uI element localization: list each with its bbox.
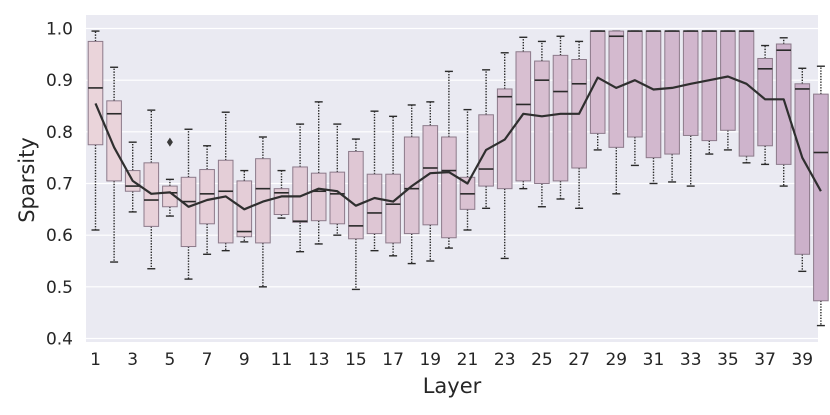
x-tick-label: 33: [680, 350, 702, 370]
box-layer-11: [273, 169, 290, 219]
box-layer-25: [534, 40, 550, 208]
box-iqr: [589, 30, 606, 134]
box-iqr: [775, 43, 792, 165]
y-tick-label: 0.6: [46, 226, 73, 246]
box-layer-38: [775, 37, 792, 187]
x-tick-label: 5: [164, 350, 175, 370]
x-tick-label: 35: [717, 350, 739, 370]
box-iqr: [106, 100, 122, 182]
box-iqr: [217, 159, 234, 244]
box-layer-26: [552, 35, 569, 200]
y-tick-label: 0.9: [46, 71, 73, 91]
y-tick-label: 1.0: [46, 20, 73, 40]
box-layer-7: [199, 145, 215, 255]
box-iqr: [701, 30, 718, 142]
x-tick-label: 11: [271, 350, 293, 370]
box-layer-32: [664, 30, 680, 183]
x-tick-label: 3: [127, 350, 138, 370]
box-iqr: [180, 176, 197, 248]
x-tick-label: 31: [643, 350, 665, 370]
box-layer-12: [292, 123, 308, 253]
x-tick-label: 23: [494, 350, 516, 370]
x-tick-labels: 1 3 5 7 9 11 13 15 17 19 21 23 25 27 29 31 33 35 37 39: [90, 350, 813, 370]
box-layer-24: [515, 36, 532, 190]
box-layer-1: [87, 30, 104, 231]
box-layer-15: [348, 138, 364, 291]
box-iqr: [664, 30, 680, 155]
box-layer-21: [459, 108, 476, 231]
box-layer-2: [106, 66, 122, 263]
box-layer-5: [162, 137, 178, 217]
box-layer-39: [794, 67, 811, 273]
box-layer-35: [720, 30, 736, 151]
box-layer-34: [701, 30, 718, 155]
box-iqr: [292, 166, 308, 223]
box-layer-29: [608, 30, 625, 195]
box-iqr: [813, 93, 829, 302]
box-iqr: [385, 173, 401, 244]
x-tick-label: 1: [90, 350, 101, 370]
box-iqr: [552, 54, 569, 182]
x-tick-label: 13: [308, 350, 330, 370]
box-iqr: [720, 30, 736, 131]
box-iqr: [162, 185, 178, 208]
box-iqr: [627, 30, 643, 138]
box-layer-17: [385, 115, 401, 257]
x-tick-label: 21: [457, 350, 479, 370]
box-layer-31: [645, 30, 662, 185]
x-tick-label: 15: [345, 350, 367, 370]
x-tick-label: 39: [791, 350, 813, 370]
x-tick-label: 17: [382, 350, 404, 370]
box-iqr: [366, 173, 383, 235]
x-tick-label: 9: [239, 350, 250, 370]
x-tick-label: 27: [568, 350, 590, 370]
y-tick-label: 0.5: [46, 278, 73, 298]
box-iqr: [757, 57, 773, 147]
box-layer-8: [217, 111, 234, 252]
y-tick-label: 0.8: [46, 123, 73, 143]
box-layer-16: [366, 110, 383, 252]
box-layer-36: [738, 30, 755, 164]
x-axis-label: Layer: [423, 374, 482, 398]
box-layer-40: [813, 65, 829, 327]
box-iqr: [515, 51, 532, 182]
outlier-marker: [166, 137, 173, 147]
x-tick-label: 7: [202, 350, 213, 370]
y-tick-label: 0.7: [46, 175, 73, 195]
box-iqr: [199, 169, 215, 225]
y-axis-label: Sparsity: [15, 137, 39, 223]
box-layer-37: [757, 44, 773, 166]
box-iqr: [534, 60, 550, 184]
box-layer-13: [310, 101, 327, 245]
box-iqr: [441, 136, 457, 239]
box-iqr: [329, 171, 346, 225]
box-iqr: [738, 30, 755, 157]
box-iqr: [273, 188, 290, 216]
x-tick-label: 25: [531, 350, 553, 370]
box-layer-19: [422, 101, 439, 262]
box-layer-28: [589, 30, 606, 151]
box-iqr: [608, 30, 625, 148]
box-iqr: [310, 172, 327, 222]
x-tick-label: 19: [419, 350, 441, 370]
y-tick-label: 0.4: [46, 330, 73, 350]
mean-sparsity-line: [94, 75, 822, 211]
box-layer-6: [180, 128, 197, 280]
x-tick-label: 37: [754, 350, 776, 370]
box-iqr: [645, 30, 662, 159]
box-iqr: [348, 150, 364, 240]
box-iqr: [422, 125, 439, 226]
x-tick-label: 29: [605, 350, 627, 370]
box-plots: [87, 30, 829, 327]
box-iqr: [87, 40, 104, 146]
box-layer-20: [441, 70, 457, 249]
y-tick-labels: 0.4 0.5 0.6 0.7 0.8 0.9 1.0: [46, 20, 73, 350]
